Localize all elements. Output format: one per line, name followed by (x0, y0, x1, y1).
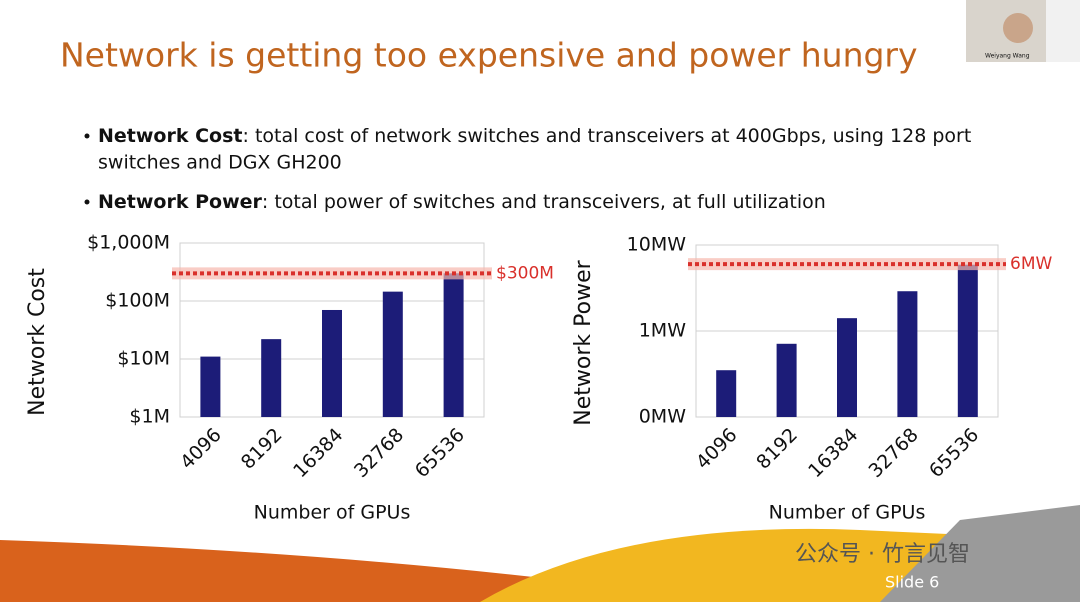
bullet-text: switches and DGX GH200 (98, 152, 342, 174)
bar (443, 273, 464, 417)
y-tick-label: 10MW (627, 234, 687, 256)
slide-title: Network is getting too expensive and pow… (60, 36, 918, 75)
y-tick-label: 0MW (639, 406, 686, 428)
bullet-term: Network Power (98, 191, 263, 213)
bullet-term: Network Cost (98, 125, 243, 147)
bar (776, 343, 797, 417)
bar (322, 309, 342, 417)
bullet: Network Power: total power of switches a… (98, 191, 826, 213)
bar (897, 291, 918, 417)
bar (382, 291, 403, 417)
bar (716, 370, 737, 417)
bar (261, 339, 282, 417)
reference-label: 6MW (1010, 254, 1052, 274)
bullet-dot (84, 199, 90, 205)
webcam-face (1003, 13, 1033, 43)
decor-gray (880, 505, 1080, 602)
bar (957, 264, 978, 417)
bullet-text: : total cost of network switches and tra… (243, 125, 972, 147)
bullet-dot (84, 133, 90, 139)
y-tick-label: $1,000M (87, 232, 170, 254)
y-tick-label: $100M (105, 290, 170, 312)
bullet-text: : total power of switches and transceive… (262, 191, 826, 213)
x-axis-label: Number of GPUs (769, 502, 926, 524)
y-axis-label: Network Power (571, 259, 596, 425)
webcam-panel (1046, 0, 1080, 62)
y-tick-label: 1MW (639, 320, 686, 342)
bar (200, 356, 221, 417)
speaker-name: Weiyang Wang (985, 53, 1030, 60)
slide-number: Slide 6 (885, 573, 939, 592)
bar (837, 318, 857, 417)
y-axis-label: Network Cost (25, 268, 50, 416)
y-tick-label: $1M (129, 406, 170, 428)
x-axis-label: Number of GPUs (254, 502, 411, 524)
decor-orange (0, 540, 560, 602)
reference-label: $300M (496, 263, 554, 283)
watermark: 公众号 · 竹言见智 (795, 542, 970, 567)
y-tick-label: $10M (117, 348, 170, 370)
bullet: Network Cost: total cost of network swit… (98, 125, 971, 147)
